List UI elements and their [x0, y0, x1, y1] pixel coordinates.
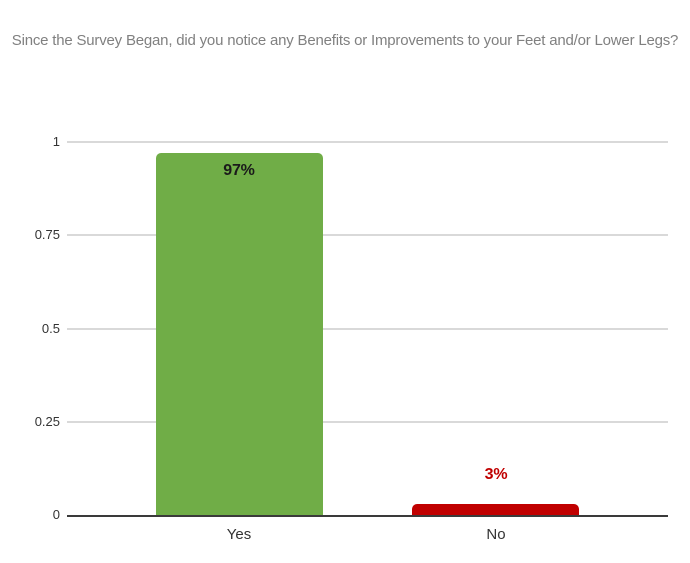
gridline — [67, 234, 668, 236]
bar-value-label: 97% — [223, 162, 255, 179]
gridline — [67, 421, 668, 423]
y-tick-label: 0 — [52, 507, 60, 522]
y-tick-label: 0.25 — [34, 414, 60, 429]
chart-title: Since the Survey Began, did you notice a… — [11, 32, 679, 49]
plot-area: 97% 3% — [67, 141, 668, 517]
x-category-label: No — [486, 526, 506, 543]
bar-no — [412, 504, 579, 515]
x-category-label: Yes — [226, 526, 252, 543]
gridline — [67, 328, 668, 330]
gridline — [67, 141, 668, 143]
y-tick-label: 1 — [52, 134, 60, 149]
bar-yes — [156, 153, 323, 515]
y-tick-label: 0.75 — [34, 227, 60, 242]
bar-value-label: 3% — [484, 466, 508, 483]
y-tick-label: 0.5 — [41, 321, 60, 336]
